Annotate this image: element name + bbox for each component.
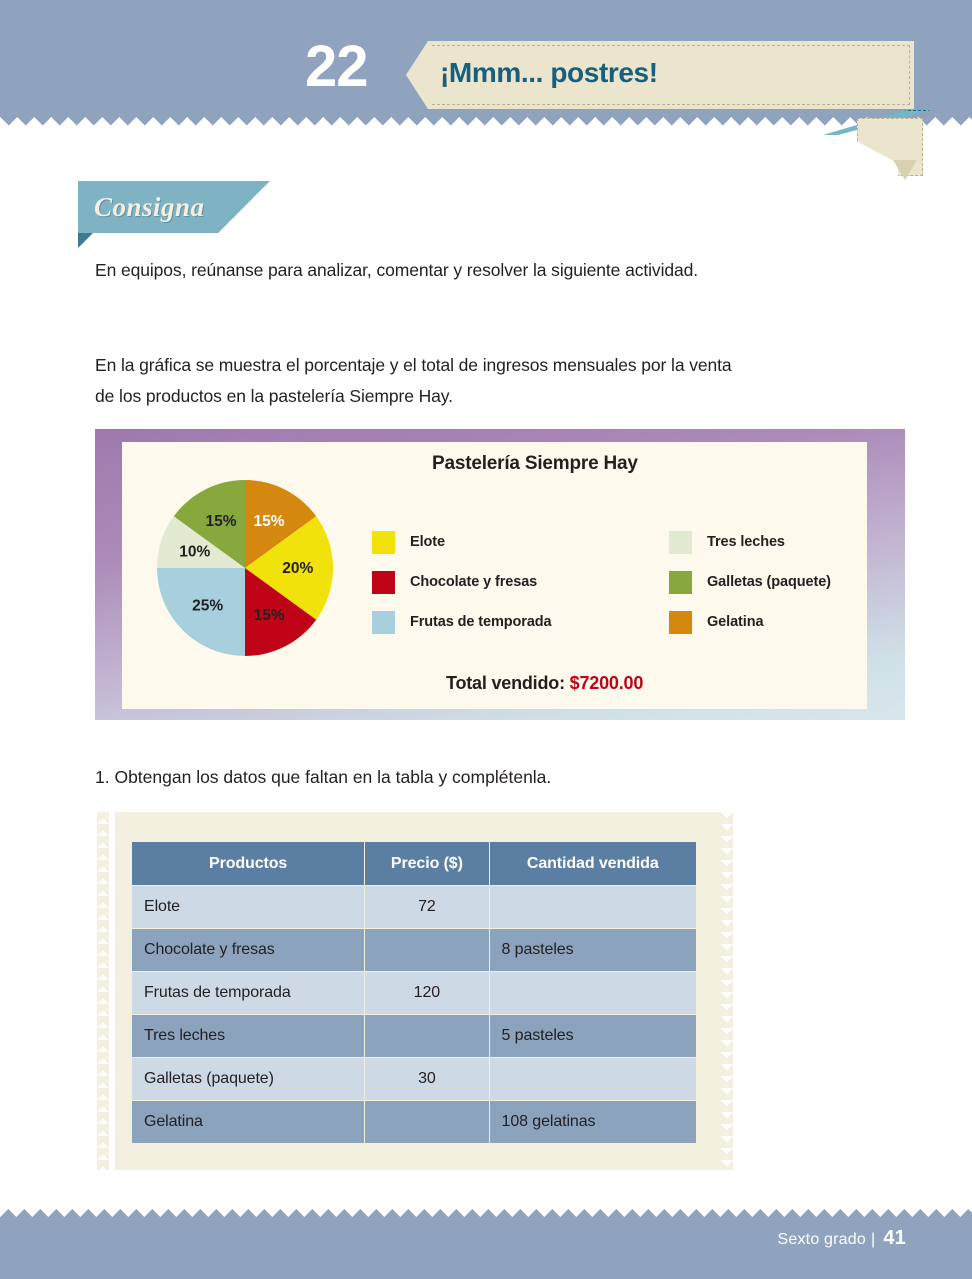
legend-label: Frutas de temporada <box>410 614 552 630</box>
table-cell-producto: Tres leches <box>132 1015 365 1057</box>
footer-separator: | <box>870 1231 876 1248</box>
legend-swatch-icon <box>669 610 692 634</box>
legend-label: Galletas (paquete) <box>707 574 831 590</box>
products-table: Productos Precio ($) Cantidad vendida El… <box>131 841 697 1144</box>
table-row: Gelatina 108 gelatinas <box>132 1101 696 1143</box>
table-row: Tres leches 5 pasteles <box>132 1015 696 1057</box>
legend-swatch-icon <box>372 610 395 634</box>
table-cell-producto: Galletas (paquete) <box>132 1058 365 1100</box>
pie-slice <box>157 568 245 656</box>
pie-slice <box>245 516 333 620</box>
table-cell-producto: Frutas de temporada <box>132 972 365 1014</box>
pie-slice-label: 15% <box>253 607 284 624</box>
table-cell-producto: Gelatina <box>132 1101 365 1143</box>
table-row: Chocolate y fresas 8 pasteles <box>132 929 696 971</box>
total-sold-label: Total vendido: <box>446 673 565 693</box>
legend-label: Elote <box>410 534 445 550</box>
pie-chart-svg: 15% 20% 15% 25% 10% 15% <box>157 480 333 656</box>
table-cell-cantidad[interactable]: 108 gelatinas <box>489 1101 696 1143</box>
instruction-paragraph-1: En equipos, reúnanse para analizar, come… <box>95 260 699 280</box>
table-header-row: Productos Precio ($) Cantidad vendida <box>132 842 696 885</box>
legend-item: Elote <box>372 522 627 562</box>
pie-slice-label: 15% <box>253 513 284 530</box>
pie-slice <box>173 480 245 568</box>
pie-slice-label: 20% <box>282 560 313 577</box>
table-cell-cantidad[interactable] <box>489 1058 696 1100</box>
footer-zigzag-edge <box>0 1201 972 1217</box>
table-cell-producto: Elote <box>132 886 365 928</box>
table-header-precio: Precio ($) <box>365 842 489 885</box>
table-cell-precio[interactable] <box>365 929 489 971</box>
table-cell-cantidad[interactable] <box>489 886 696 928</box>
legend-label: Gelatina <box>707 614 764 630</box>
pie-slice <box>245 480 317 568</box>
pie-chart: 15% 20% 15% 25% 10% 15% <box>137 478 353 658</box>
total-sold-line: Total vendido: $7200.00 <box>446 673 643 694</box>
table-cell-precio[interactable] <box>365 1015 489 1057</box>
table-cell-cantidad[interactable] <box>489 972 696 1014</box>
pie-slice-label: 25% <box>192 597 223 614</box>
instruction-paragraph-2: En la gráfica se muestra el porcentaje y… <box>95 355 732 406</box>
pie-slice-label: 15% <box>206 513 237 530</box>
consigna-label: Consigna <box>94 192 205 222</box>
table-row: Elote 72 <box>132 886 696 928</box>
legend-item: Galletas (paquete) <box>669 562 869 602</box>
legend-column-right: Tres leches Galletas (paquete) Gelatina <box>669 522 869 642</box>
chart-title: Pastelería Siempre Hay <box>432 453 638 474</box>
legend-swatch-icon <box>669 570 692 594</box>
table-header-cantidad: Cantidad vendida <box>489 842 696 885</box>
page-title: ¡Mmm... postres! <box>440 57 658 88</box>
table-cell-precio[interactable]: 120 <box>365 972 489 1014</box>
ribbon-cream-dashed-border <box>857 118 923 176</box>
consigna-corner-fold <box>78 233 93 248</box>
title-plaque <box>406 41 914 109</box>
header-zigzag-edge <box>0 117 972 134</box>
table-cell-cantidad[interactable]: 8 pasteles <box>489 929 696 971</box>
footer-grade: Sexto grado <box>777 1231 866 1248</box>
table-row: Frutas de temporada 120 <box>132 972 696 1014</box>
table-cell-precio[interactable] <box>365 1101 489 1143</box>
table-row: Galletas (paquete) 30 <box>132 1058 696 1100</box>
footer-band <box>0 1201 972 1279</box>
legend-column-left: Elote Chocolate y fresas Frutas de tempo… <box>372 522 627 642</box>
pie-slice <box>157 516 245 568</box>
legend-swatch-icon <box>372 570 395 594</box>
pie-slice-label: 10% <box>179 544 210 561</box>
legend-item: Tres leches <box>669 522 869 562</box>
question-1: 1. Obtengan los datos que faltan en la t… <box>95 767 552 787</box>
table-cell-cantidad[interactable]: 5 pasteles <box>489 1015 696 1057</box>
table-header-productos: Productos <box>132 842 365 885</box>
legend-label: Tres leches <box>707 534 785 550</box>
table-cell-producto: Chocolate y fresas <box>132 929 365 971</box>
table-cell-precio[interactable]: 30 <box>365 1058 489 1100</box>
legend-item: Frutas de temporada <box>372 602 627 642</box>
pie-slice <box>245 568 317 656</box>
legend-item: Chocolate y fresas <box>372 562 627 602</box>
legend-item: Gelatina <box>669 602 869 642</box>
footer: Sexto grado | 41 <box>778 1227 907 1250</box>
table-cell-precio[interactable]: 72 <box>365 886 489 928</box>
legend-swatch-icon <box>669 530 692 554</box>
legend-label: Chocolate y fresas <box>410 574 538 590</box>
lesson-number: 22 <box>305 34 369 99</box>
footer-page-number: 41 <box>883 1227 906 1249</box>
total-sold-value: $7200.00 <box>569 673 644 693</box>
chart-legend: Elote Chocolate y fresas Frutas de tempo… <box>372 522 862 638</box>
legend-swatch-icon <box>372 530 395 554</box>
